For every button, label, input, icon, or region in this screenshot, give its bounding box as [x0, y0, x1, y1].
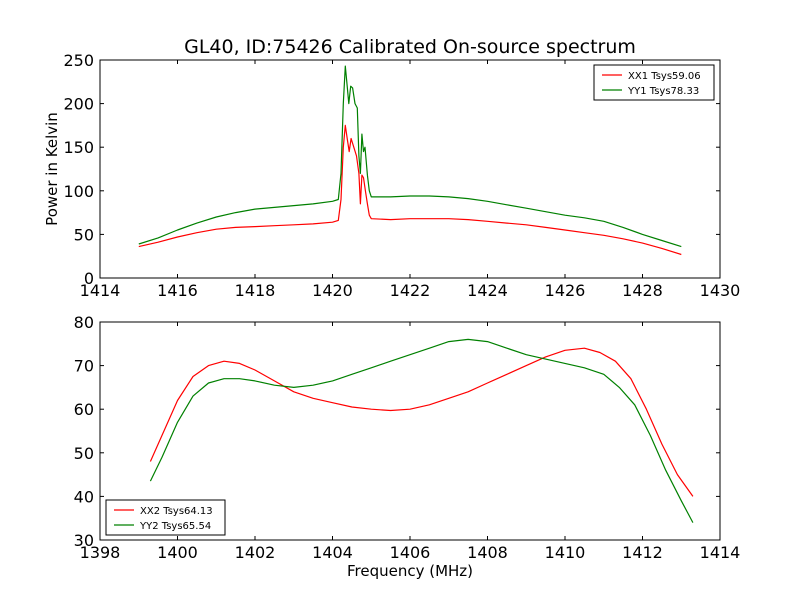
top-panel: 1414 1416 1418 1420 1422 1424 1426 1428 1430 0 50 1… [43, 51, 740, 300]
legend-entry: YY1 Tsys78.33 [627, 86, 699, 97]
y-tick-label: 80 [74, 313, 94, 332]
legend-box [105, 499, 226, 536]
legend-box [593, 64, 715, 101]
y-tick-label: 30 [74, 531, 94, 550]
y-tick-label: 150 [63, 138, 94, 157]
y-tick-label: 100 [63, 182, 94, 201]
y-tick-label: 200 [63, 95, 94, 114]
x-tick-label: 1408 [467, 543, 508, 562]
y-tick-label: 40 [74, 487, 94, 506]
legend-entry: XX2 Tsys64.13 [140, 506, 213, 517]
legend-entry: XX1 Tsys59.06 [628, 71, 701, 82]
x-tick-label: 1422 [390, 281, 431, 300]
y-tick-label: 0 [84, 269, 94, 288]
legend: XX2 Tsys64.13 YY2 Tsys65.54 [105, 499, 226, 536]
x-tick-label: 1404 [312, 543, 353, 562]
series-line-2-1 [149, 347, 694, 497]
x-tick-label: 1426 [545, 281, 586, 300]
bottom-panel: 1398 1400 1402 1404 1406 1408 1410 1412 1414 30 40… [74, 313, 741, 580]
x-tick-label: 1398 [80, 543, 121, 562]
chart-title: GL40, ID:75426 Calibrated On-source spec… [184, 36, 636, 58]
x-tick-label: 1428 [622, 281, 663, 300]
x-tick-label: 1430 [700, 281, 741, 300]
x-axis-label: Frequency (MHz) [347, 562, 473, 580]
series-line-1-2 [138, 65, 682, 248]
x-tick-label: 1414 [700, 543, 741, 562]
x-tick-label: 1416 [157, 281, 198, 300]
y-tick-label: 70 [74, 357, 94, 376]
x-tick-label: 1400 [157, 543, 198, 562]
x-tick-label: 1414 [80, 281, 121, 300]
x-tick-label: 1412 [622, 543, 663, 562]
x-tick-label: 1410 [545, 543, 586, 562]
x-tick-label: 1406 [390, 543, 431, 562]
y-tick-label: 50 [74, 225, 94, 244]
x-tick-label: 1402 [235, 543, 276, 562]
series-line-1-1 [138, 124, 682, 256]
legend: XX1 Tsys59.06 YY1 Tsys78.33 [593, 64, 715, 101]
series-line-2-2 [149, 338, 694, 523]
y-tick-label: 50 [74, 444, 94, 463]
y-tick-label: 60 [74, 400, 94, 419]
legend-entry: YY2 Tsys65.54 [139, 521, 211, 532]
x-tick-label: 1418 [235, 281, 276, 300]
x-tick-label: 1420 [312, 281, 353, 300]
y-axis-label: Power in Kelvin [43, 112, 61, 226]
x-tick-label: 1424 [467, 281, 508, 300]
y-tick-label: 250 [63, 51, 94, 70]
